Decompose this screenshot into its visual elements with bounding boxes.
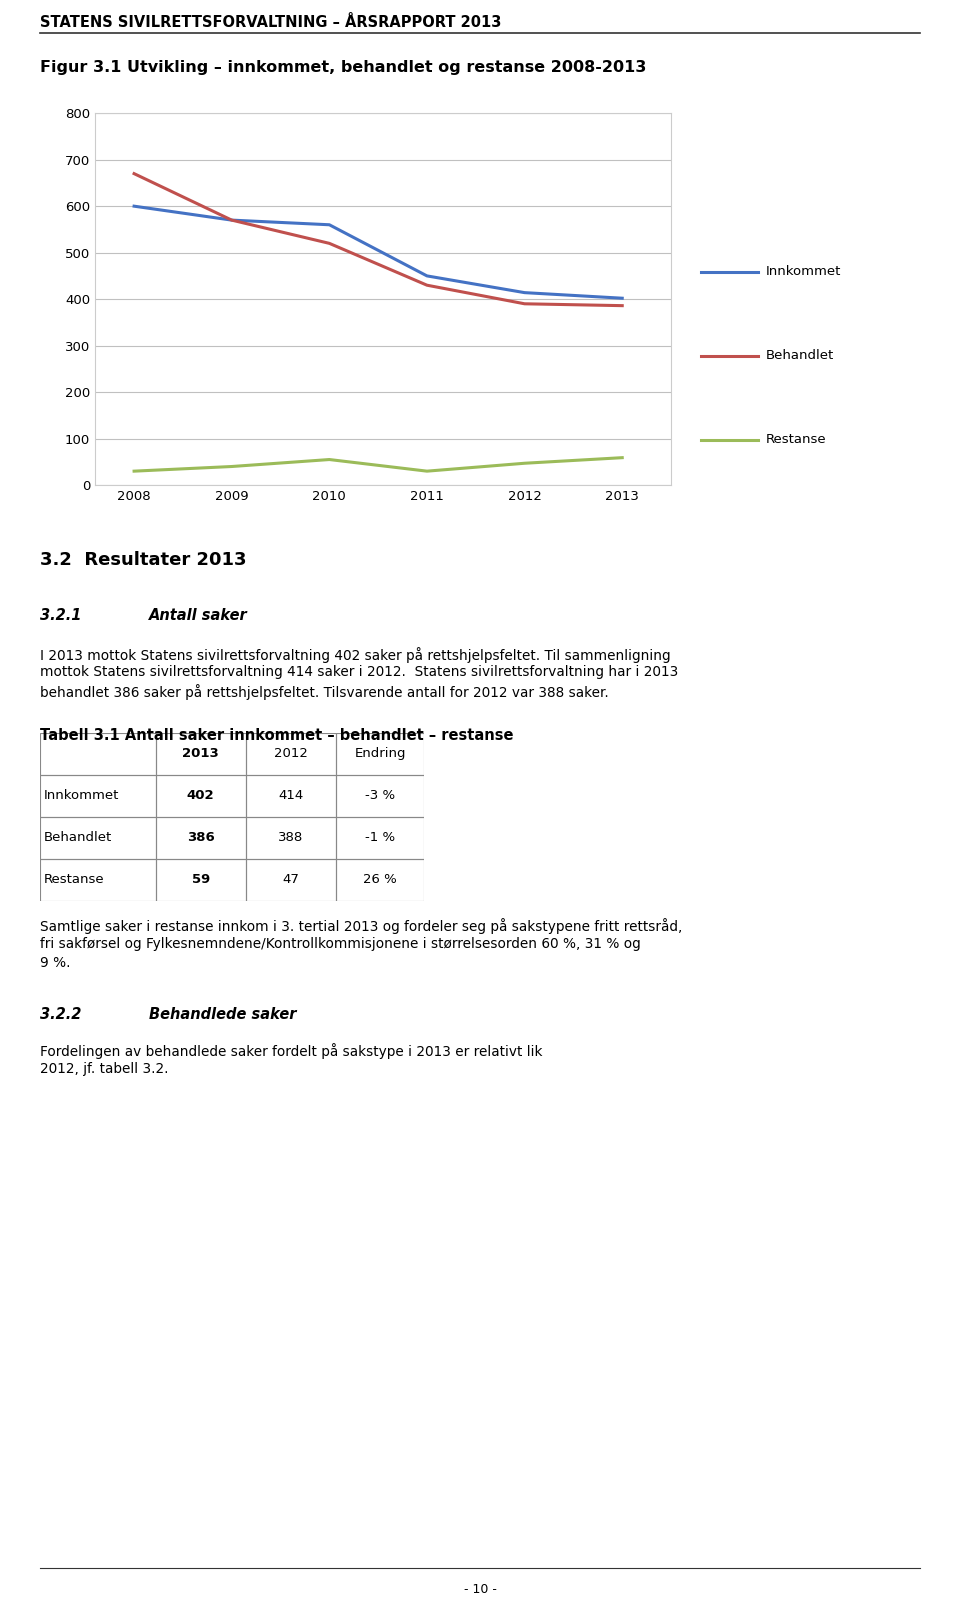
Bar [156, 775, 246, 817]
Text: Tabell 3.1 Antall saker innkommet – behandlet – restanse: Tabell 3.1 Antall saker innkommet – beha… [40, 728, 514, 742]
Text: - 10 -: - 10 - [464, 1583, 496, 1596]
Text: 388: 388 [278, 831, 303, 844]
Bar [336, 859, 424, 901]
Text: 47: 47 [282, 873, 300, 886]
Text: 2013: 2013 [182, 747, 219, 760]
Text: Endring: Endring [354, 747, 406, 760]
Text: Antall saker: Antall saker [149, 608, 248, 623]
Text: 386: 386 [187, 831, 214, 844]
Text: fri sakførsel og Fylkesnemndene/Kontrollkommisjonene i størrelsesorden 60 %, 31 : fri sakførsel og Fylkesnemndene/Kontroll… [40, 938, 641, 951]
Text: I 2013 mottok Statens sivilrettsforvaltning 402 saker på rettshjelpsfeltet. Til : I 2013 mottok Statens sivilrettsforvaltn… [40, 647, 671, 663]
Text: Restanse: Restanse [44, 873, 105, 886]
Text: 414: 414 [278, 789, 303, 802]
Text: Fordelingen av behandlede saker fordelt på sakstype i 2013 er relativt lik: Fordelingen av behandlede saker fordelt … [40, 1043, 542, 1059]
Text: Innkommet: Innkommet [766, 265, 842, 278]
Text: 3.2.2: 3.2.2 [40, 1007, 82, 1022]
Text: 59: 59 [191, 873, 210, 886]
Bar [156, 859, 246, 901]
Text: 402: 402 [187, 789, 214, 802]
Text: 26 %: 26 % [363, 873, 397, 886]
Bar [336, 817, 424, 859]
Bar [246, 733, 336, 775]
Text: Samtlige saker i restanse innkom i 3. tertial 2013 og fordeler seg på sakstypene: Samtlige saker i restanse innkom i 3. te… [40, 918, 683, 935]
Bar [246, 775, 336, 817]
Bar [40, 817, 156, 859]
Bar [336, 733, 424, 775]
Text: Behandlet: Behandlet [44, 831, 112, 844]
Bar [246, 817, 336, 859]
Bar [40, 733, 156, 775]
Text: Behandlede saker: Behandlede saker [149, 1007, 297, 1022]
Text: Restanse: Restanse [766, 433, 827, 446]
Bar [156, 733, 246, 775]
Text: 2012: 2012 [274, 747, 308, 760]
Text: Behandlet: Behandlet [766, 349, 834, 362]
Text: -1 %: -1 % [365, 831, 396, 844]
Text: STATENS SIVILRETTSFORVALTNING – ÅRSRAPPORT 2013: STATENS SIVILRETTSFORVALTNING – ÅRSRAPPO… [40, 15, 502, 31]
Text: 9 %.: 9 %. [40, 956, 71, 970]
Text: 3.2  Resultater 2013: 3.2 Resultater 2013 [40, 551, 247, 569]
Text: 3.2.1: 3.2.1 [40, 608, 82, 623]
Text: Innkommet: Innkommet [44, 789, 120, 802]
Bar [40, 859, 156, 901]
Bar [156, 817, 246, 859]
Bar [336, 775, 424, 817]
Bar [246, 859, 336, 901]
Text: mottok Statens sivilrettsforvaltning 414 saker i 2012.  Statens sivilrettsforval: mottok Statens sivilrettsforvaltning 414… [40, 666, 679, 679]
Text: -3 %: -3 % [365, 789, 396, 802]
Bar [40, 775, 156, 817]
Text: 2012, jf. tabell 3.2.: 2012, jf. tabell 3.2. [40, 1061, 169, 1075]
Text: Figur 3.1 Utvikling – innkommet, behandlet og restanse 2008-2013: Figur 3.1 Utvikling – innkommet, behandl… [40, 60, 647, 74]
Text: behandlet 386 saker på rettshjelpsfeltet. Tilsvarende antall for 2012 var 388 sa: behandlet 386 saker på rettshjelpsfeltet… [40, 684, 609, 700]
